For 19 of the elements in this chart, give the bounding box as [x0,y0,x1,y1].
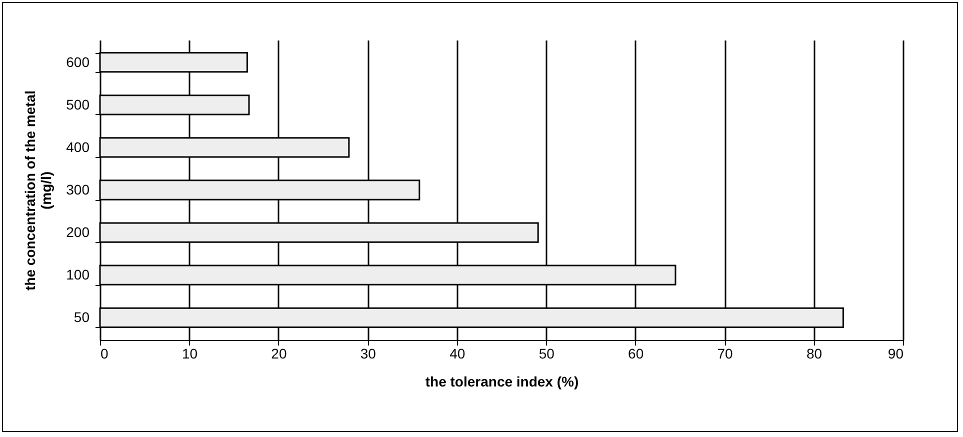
x-axis-title: the tolerance index (%) [425,374,579,390]
x-tick-label: 30 [360,346,376,362]
y-tick-label: 300 [66,182,90,198]
x-tick-label: 70 [717,346,734,362]
x-tick-label: 20 [271,346,287,362]
y-tick-label: 100 [66,266,90,283]
y-tick-label: 200 [66,224,90,240]
x-tick-label: 60 [628,346,644,362]
y-tick-label: 50 [74,309,90,326]
y-tick-label: 500 [66,96,90,112]
y-tick-label: 600 [66,54,90,70]
x-tick-label: 40 [450,346,466,362]
x-tick-label: 90 [888,346,904,362]
x-tick-label: 10 [182,346,198,362]
x-tick-label: 0 [100,346,108,362]
y-axis-title: the concentration of the metal (mg/l) [22,90,54,290]
y-tick-label: 400 [66,138,90,155]
x-tick-label: 50 [538,346,555,362]
x-tick-label: 80 [806,346,822,362]
